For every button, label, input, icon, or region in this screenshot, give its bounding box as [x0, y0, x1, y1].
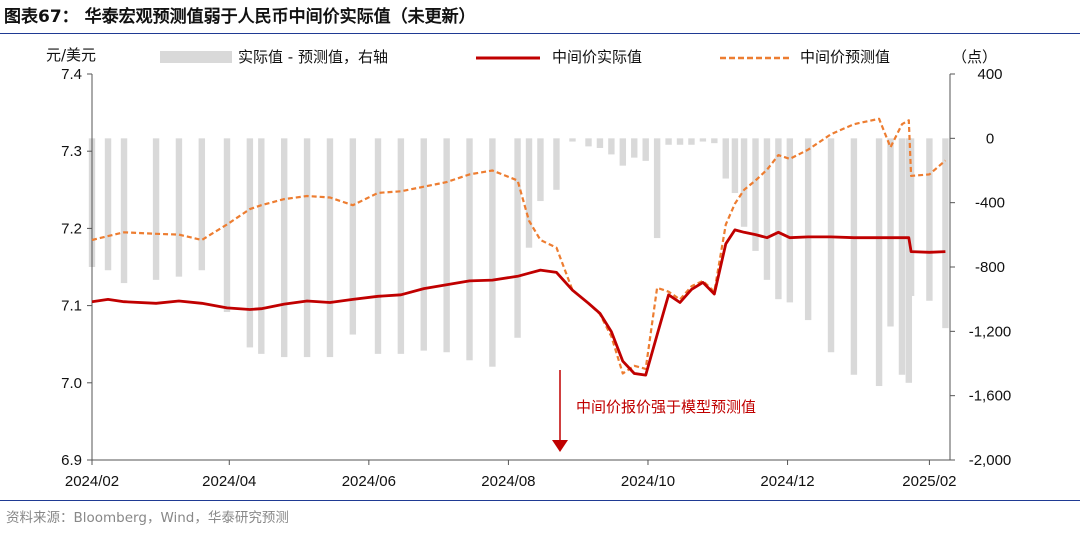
right-tick-label: 400	[977, 66, 1002, 83]
bar	[850, 138, 858, 375]
legend-swatch-bar	[160, 51, 232, 63]
bar	[926, 138, 933, 301]
bar	[699, 138, 707, 142]
bar	[489, 138, 496, 367]
annotation: 中间价报价强于模型预测值	[552, 370, 756, 452]
bar	[804, 138, 812, 321]
bar	[596, 138, 604, 148]
bar	[608, 138, 615, 155]
right-tick-label: 0	[986, 130, 994, 147]
bar	[280, 138, 288, 358]
x-tick-label: 2024/08	[481, 473, 535, 490]
bar	[585, 138, 592, 147]
line-forecast	[91, 117, 947, 375]
bar	[887, 138, 894, 327]
annotation-arrow-head	[552, 440, 568, 452]
legend-label-bar: 实际值 - 预测值，右轴	[238, 48, 388, 66]
bar	[569, 138, 576, 142]
source-rule	[0, 500, 1080, 501]
tick-labels: 7.4 7.3 7.2 7.1 7.0 6.9 400 0 -400 -800 -1,200 -1,6…	[61, 66, 1011, 490]
line-actual	[91, 228, 946, 377]
line-series-group	[91, 117, 947, 377]
right-tick-label: -400	[975, 195, 1005, 212]
bar	[397, 138, 405, 354]
legend-label-forecast: 中间价预测值	[800, 48, 890, 66]
bar	[631, 138, 638, 158]
bar	[619, 138, 627, 166]
x-tick-label: 2024/04	[202, 473, 256, 490]
right-tick-label: -1,200	[969, 323, 1012, 340]
left-tick-label: 7.0	[61, 375, 82, 392]
legend-label-actual: 中间价实际值	[552, 48, 642, 66]
bar	[537, 138, 544, 202]
bar	[688, 138, 695, 145]
bar	[258, 138, 265, 354]
bar	[175, 138, 183, 277]
bar	[942, 138, 949, 329]
left-tick-label: 7.1	[61, 298, 82, 315]
bar	[763, 138, 771, 280]
bar	[152, 138, 160, 280]
bar	[731, 138, 739, 194]
bar	[907, 138, 915, 296]
bar	[326, 138, 334, 358]
bar	[740, 138, 748, 227]
bar	[104, 138, 112, 271]
x-tick-label: 2024/12	[760, 473, 814, 490]
bar-series-diff	[88, 138, 949, 387]
left-axis-unit: 元/美元	[46, 46, 96, 64]
legend: 实际值 - 预测值，右轴 中间价实际值 中间价预测值	[160, 48, 890, 66]
right-tick-label: -1,600	[969, 388, 1012, 405]
bar	[120, 138, 128, 284]
x-tick-label: 2024/06	[342, 473, 396, 490]
title-rule	[0, 33, 1080, 34]
bar	[466, 138, 473, 361]
right-tick-label: -2,000	[969, 452, 1012, 469]
figure-title: 图表67： 华泰宏观预测值弱于人民币中间价实际值（未更新）	[4, 7, 476, 27]
right-axis-unit: （点）	[952, 48, 997, 66]
bar	[642, 138, 649, 161]
bar	[827, 138, 835, 353]
bar	[722, 138, 729, 179]
bar	[553, 138, 560, 190]
bar	[420, 138, 427, 351]
right-tick-label: -800	[975, 259, 1005, 276]
left-tick-label: 7.3	[61, 143, 82, 160]
bar	[443, 138, 450, 353]
bar	[349, 138, 357, 335]
x-tick-label: 2024/10	[621, 473, 675, 490]
bar	[752, 138, 759, 251]
bar	[676, 138, 684, 145]
bar	[525, 138, 533, 248]
bar	[898, 138, 906, 375]
bar	[875, 138, 883, 387]
bar	[786, 138, 794, 303]
axes	[87, 73, 955, 465]
bar	[374, 138, 382, 354]
bar	[665, 138, 672, 145]
bar	[711, 138, 718, 144]
bar	[514, 138, 521, 338]
bar	[775, 138, 782, 300]
annotation-text: 中间价报价强于模型预测值	[576, 398, 756, 416]
left-tick-label: 7.2	[61, 220, 82, 237]
x-tick-label: 2025/02	[902, 473, 956, 490]
x-tick-label: 2024/02	[65, 473, 119, 490]
bar	[246, 138, 254, 348]
left-tick-label: 7.4	[61, 66, 82, 83]
source-note: 资料来源：Bloomberg，Wind，华泰研究预测	[6, 510, 289, 526]
bar	[653, 138, 661, 239]
bar	[303, 138, 311, 358]
left-tick-label: 6.9	[61, 452, 82, 469]
bar	[198, 138, 206, 271]
